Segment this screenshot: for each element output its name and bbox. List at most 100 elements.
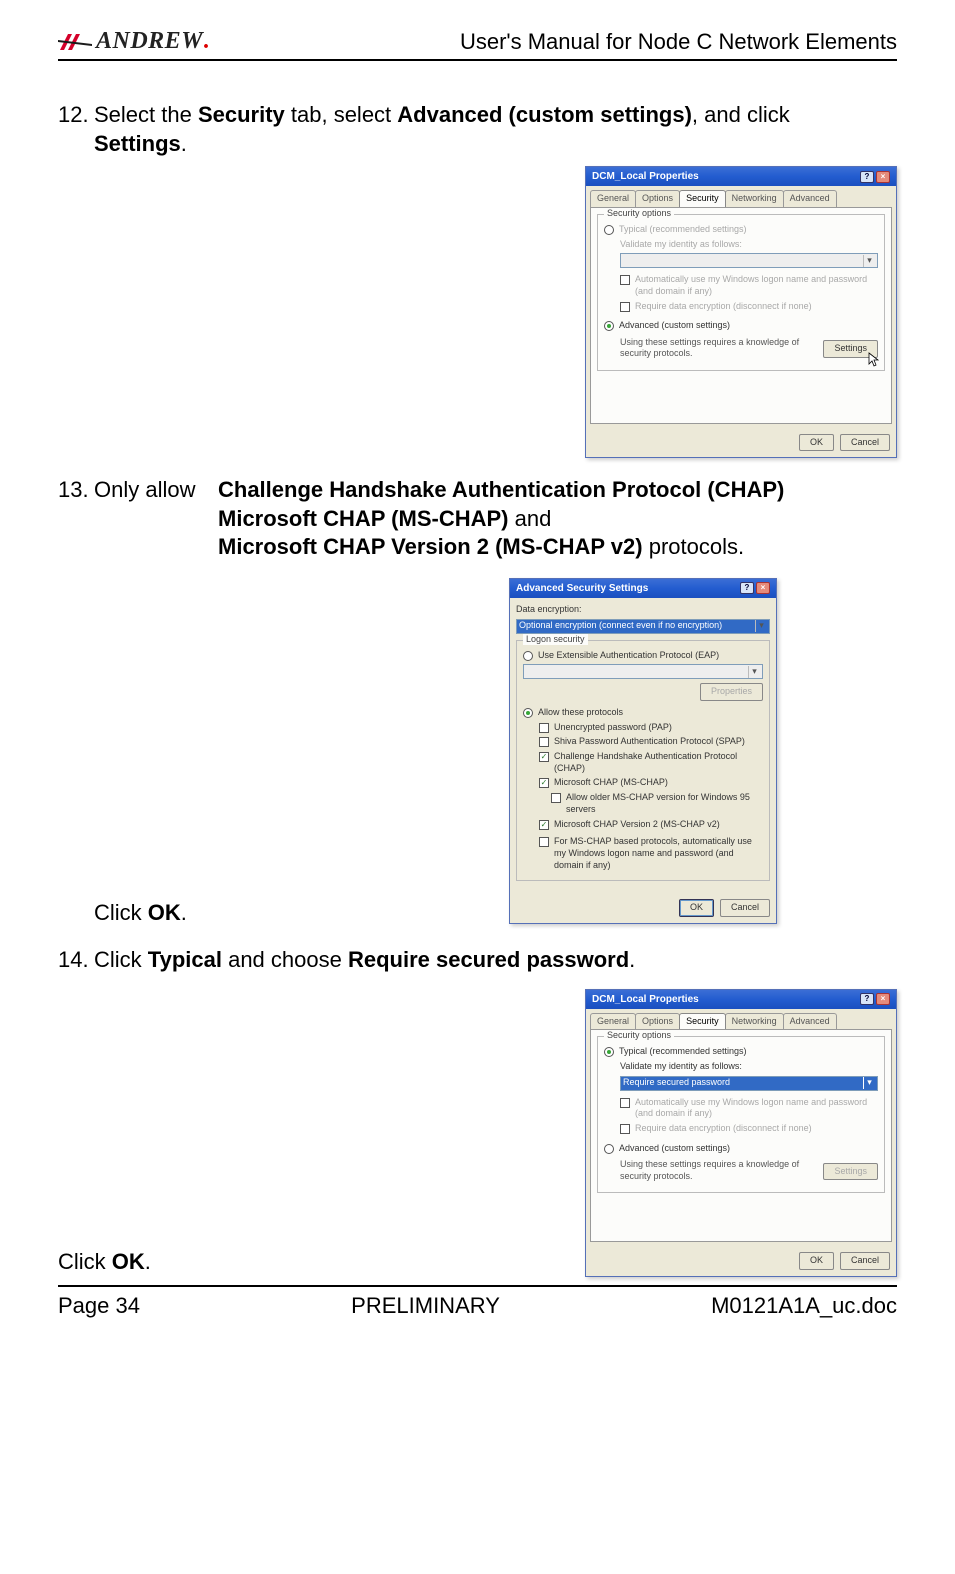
chk-require-enc — [620, 302, 630, 312]
chk-mschap[interactable] — [539, 778, 549, 788]
close-icon[interactable]: × — [876, 993, 890, 1005]
page-footer: Page 34 PRELIMINARY M0121A1A_uc.doc — [58, 1285, 897, 1319]
radio-advanced-label: Advanced (custom settings) — [619, 1143, 730, 1155]
chevron-down-icon: ▾ — [863, 1077, 875, 1089]
chk-mschap2-label: Microsoft CHAP Version 2 (MS-CHAP v2) — [554, 819, 720, 831]
radio-advanced[interactable] — [604, 1144, 614, 1154]
validate-label: Validate my identity as follows: — [620, 239, 878, 251]
validate-label: Validate my identity as follows: — [620, 1061, 878, 1073]
chk-mschap-old[interactable] — [551, 793, 561, 803]
click-ok-2: Click OK. — [58, 1248, 565, 1277]
chk-require-enc-label: Require data encryption (disconnect if n… — [635, 1123, 812, 1135]
tab-security[interactable]: Security — [679, 190, 726, 207]
close-icon[interactable]: × — [756, 582, 770, 594]
dialog-advanced-security: Advanced Security Settings ? × Data encr… — [509, 578, 777, 924]
help-icon[interactable]: ? — [860, 171, 874, 183]
chk-require-enc[interactable] — [620, 1124, 630, 1134]
doc-status: PRELIMINARY — [351, 1293, 500, 1319]
radio-eap-label: Use Extensible Authentication Protocol (… — [538, 650, 719, 662]
chk-spap[interactable] — [539, 737, 549, 747]
chevron-down-icon: ▾ — [863, 255, 875, 267]
chk-spap-label: Shiva Password Authentication Protocol (… — [554, 736, 745, 748]
tab-networking[interactable]: Networking — [725, 1013, 784, 1030]
logo-icon — [58, 30, 92, 54]
chk-auto-logon-label: Automatically use my Windows logon name … — [635, 1097, 878, 1120]
page-header: ANDREW. User's Manual for Node C Network… — [58, 28, 897, 61]
radio-advanced-label: Advanced (custom settings) — [619, 320, 730, 332]
tab-options[interactable]: Options — [635, 190, 680, 207]
click-ok-1: Click OK. — [94, 899, 489, 928]
step-12: 12. Select the Security tab, select Adva… — [58, 101, 897, 158]
tab-networking[interactable]: Networking — [725, 190, 784, 207]
step-number: 13. — [58, 476, 94, 562]
dialog-title: Advanced Security Settings — [516, 582, 648, 595]
step-14: 14. Click Typical and choose Require sec… — [58, 946, 897, 975]
chk-pap[interactable] — [539, 723, 549, 733]
tab-general[interactable]: General — [590, 1013, 636, 1030]
radio-advanced[interactable] — [604, 321, 614, 331]
validate-combo: ▾ — [620, 253, 878, 268]
chk-auto-logon — [620, 275, 630, 285]
cancel-button[interactable]: Cancel — [840, 1252, 890, 1270]
chk-auto-logon-label: Automatically use my Windows logon name … — [635, 274, 878, 297]
dialog-title: DCM_Local Properties — [592, 170, 699, 183]
radio-typical[interactable] — [604, 1047, 614, 1057]
dialog-titlebar: DCM_Local Properties ? × — [586, 990, 896, 1009]
properties-button: Properties — [700, 683, 763, 701]
tab-advanced[interactable]: Advanced — [783, 1013, 837, 1030]
help-icon[interactable]: ? — [740, 582, 754, 594]
tab-strip: General Options Security Networking Adva… — [586, 1009, 896, 1030]
advanced-note: Using these settings requires a knowledg… — [620, 1159, 817, 1182]
chk-chap-label: Challenge Handshake Authentication Proto… — [554, 751, 763, 774]
dialog-titlebar: Advanced Security Settings ? × — [510, 579, 776, 598]
chk-auto-credentials[interactable] — [539, 837, 549, 847]
step-text: Click Typical and choose Require secured… — [94, 946, 897, 975]
page-number: Page 34 — [58, 1293, 140, 1319]
chevron-down-icon: ▾ — [755, 620, 767, 632]
chevron-down-icon: ▾ — [748, 666, 760, 678]
group-title: Logon security — [523, 634, 588, 646]
ok-button[interactable]: OK — [799, 1252, 834, 1270]
cursor-icon — [868, 352, 880, 368]
tab-options[interactable]: Options — [635, 1013, 680, 1030]
ok-button[interactable]: OK — [679, 899, 714, 917]
close-icon[interactable]: × — [876, 171, 890, 183]
logo: ANDREW. — [58, 28, 210, 55]
radio-typical[interactable] — [604, 225, 614, 235]
chk-chap[interactable] — [539, 752, 549, 762]
tab-general[interactable]: General — [590, 190, 636, 207]
step-13: 13. Only allow Challenge Handshake Authe… — [58, 476, 897, 562]
ok-button[interactable]: OK — [799, 434, 834, 452]
data-encryption-label: Data encryption: — [516, 604, 770, 616]
doc-filename: M0121A1A_uc.doc — [711, 1293, 897, 1319]
chk-require-enc-label: Require data encryption (disconnect if n… — [635, 301, 812, 313]
tab-security[interactable]: Security — [679, 1013, 726, 1030]
cancel-button[interactable]: Cancel — [840, 434, 890, 452]
eap-combo: ▾ — [523, 664, 763, 679]
help-icon[interactable]: ? — [860, 993, 874, 1005]
chk-auto-credentials-label: For MS-CHAP based protocols, automatical… — [554, 836, 763, 871]
data-encryption-combo[interactable]: Optional encryption (connect even if no … — [516, 619, 770, 634]
tab-advanced[interactable]: Advanced — [783, 190, 837, 207]
step-number: 14. — [58, 946, 94, 975]
step-number: 12. — [58, 101, 94, 158]
step-text: Only allow Challenge Handshake Authentic… — [94, 476, 897, 562]
doc-title: User's Manual for Node C Network Element… — [460, 29, 897, 55]
group-title: Security options — [604, 208, 674, 220]
radio-eap[interactable] — [523, 651, 533, 661]
radio-typical-label: Typical (recommended settings) — [619, 224, 747, 236]
logo-text: ANDREW. — [96, 28, 210, 55]
chk-mschap-old-label: Allow older MS-CHAP version for Windows … — [566, 792, 763, 815]
radio-allow-protocols-label: Allow these protocols — [538, 707, 623, 719]
chk-auto-logon[interactable] — [620, 1098, 630, 1108]
validate-combo[interactable]: Require secured password▾ — [620, 1076, 878, 1091]
advanced-note: Using these settings requires a knowledg… — [620, 337, 817, 360]
dialog-title: DCM_Local Properties — [592, 993, 699, 1006]
chk-mschap-label: Microsoft CHAP (MS-CHAP) — [554, 777, 668, 789]
radio-allow-protocols[interactable] — [523, 708, 533, 718]
chk-mschap2[interactable] — [539, 820, 549, 830]
chk-pap-label: Unencrypted password (PAP) — [554, 722, 672, 734]
settings-button: Settings — [823, 1163, 878, 1181]
cancel-button[interactable]: Cancel — [720, 899, 770, 917]
dialog-titlebar: DCM_Local Properties ? × — [586, 167, 896, 186]
